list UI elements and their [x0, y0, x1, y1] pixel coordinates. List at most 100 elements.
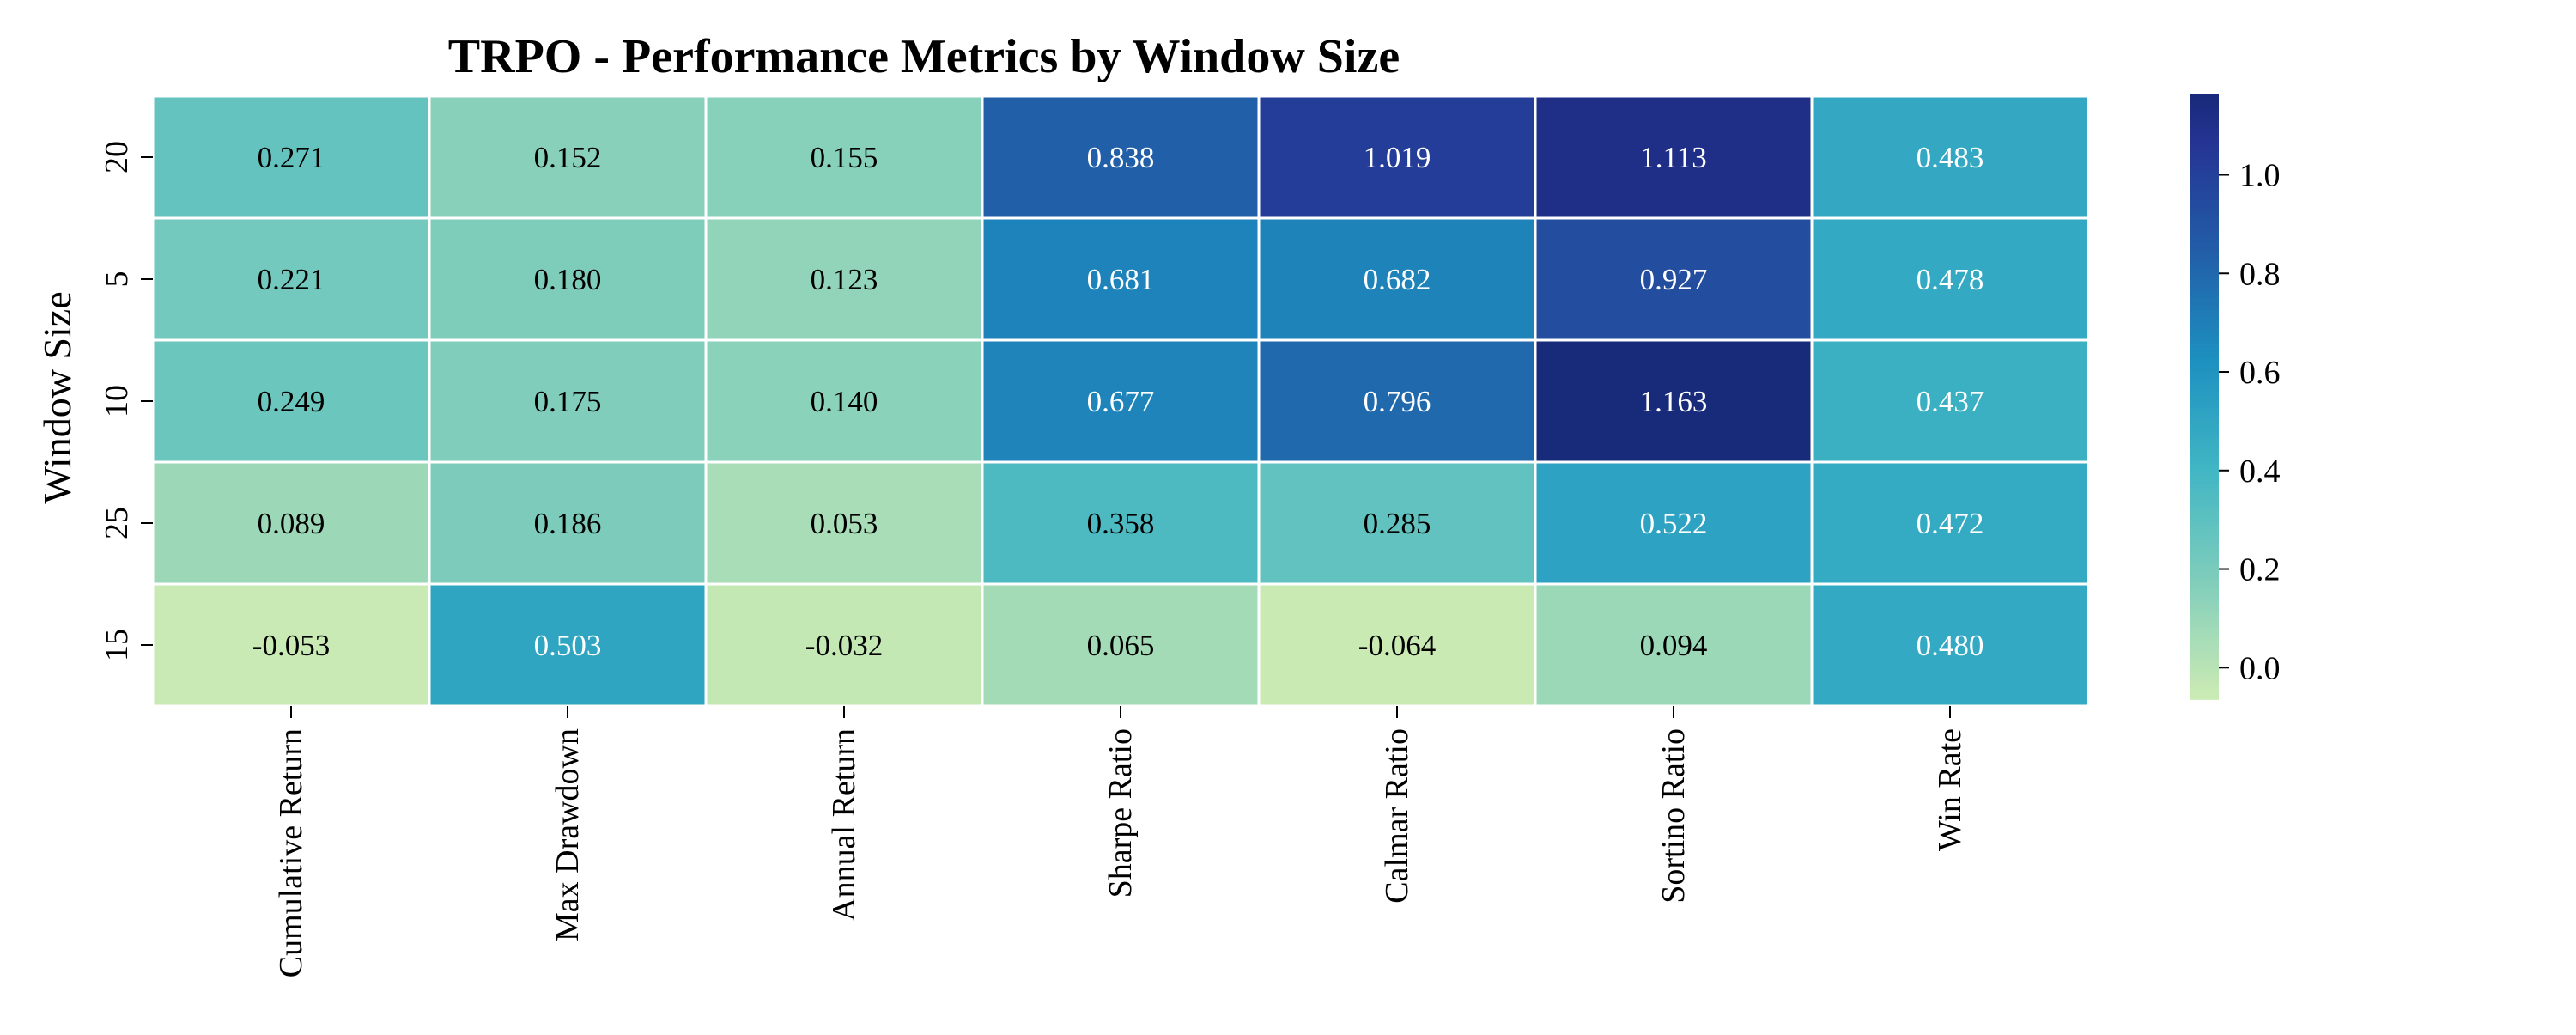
- colorbar-segment: [2190, 419, 2219, 424]
- colorbar-segment: [2190, 370, 2219, 375]
- heatmap-cell: [1810, 216, 2090, 342]
- cell-value-label: 0.503: [534, 629, 602, 662]
- x-tick-label: Sortino Ratio: [1656, 728, 1692, 904]
- colorbar-segment: [2190, 174, 2219, 179]
- colorbar-segment: [2190, 298, 2219, 303]
- x-tick-label: Annual Return: [826, 728, 862, 922]
- colorbar-segment: [2190, 222, 2219, 228]
- colorbar-segment: [2190, 457, 2219, 462]
- colorbar-segment: [2190, 302, 2219, 307]
- colorbar-segment: [2190, 185, 2219, 190]
- cell-value-label: 0.682: [1364, 263, 1431, 296]
- y-tick-label: 5: [99, 271, 135, 288]
- colorbar-segment: [2190, 619, 2219, 624]
- colorbar-segment: [2190, 98, 2219, 103]
- colorbar-segment: [2190, 665, 2219, 670]
- cell-value-label: -0.053: [252, 629, 330, 662]
- colorbar-segment: [2190, 276, 2219, 281]
- colorbar-segment: [2190, 246, 2219, 251]
- colorbar-segment: [2190, 687, 2219, 692]
- colorbar-segment: [2190, 567, 2219, 572]
- colorbar-segment: [2190, 139, 2219, 144]
- cell-value-label: 0.053: [811, 507, 878, 540]
- colorbar-segment: [2190, 673, 2219, 678]
- heatmap-cell-labels: 0.271 0.152 0.155 0.838 1.019 1.113 0.483 0.221…: [252, 141, 1984, 662]
- colorbar-segment: [2190, 570, 2219, 575]
- cell-value-label: 0.927: [1640, 263, 1708, 296]
- colorbar-segment: [2190, 336, 2219, 341]
- colorbar-segment: [2190, 94, 2219, 100]
- colorbar-segment: [2190, 234, 2219, 239]
- heatmap-cell: [704, 338, 984, 464]
- heatmap-cell: [981, 94, 1261, 220]
- colorbar-segment: [2190, 649, 2219, 654]
- colorbar-segment: [2190, 230, 2219, 235]
- colorbar-segment: [2190, 265, 2219, 270]
- colorbar-segment: [2190, 551, 2219, 557]
- colorbar-segment: [2190, 624, 2219, 629]
- colorbar-segment: [2190, 125, 2219, 130]
- colorbar-segment: [2190, 283, 2219, 289]
- colorbar-segment: [2190, 495, 2219, 500]
- colorbar-segment: [2190, 635, 2219, 640]
- heatmap-cell: [428, 338, 708, 464]
- colorbar-segment: [2190, 147, 2219, 152]
- colorbar-segment: [2190, 605, 2219, 610]
- colorbar-segment: [2190, 668, 2219, 673]
- heatmap-cell: [1534, 94, 1814, 220]
- heatmap-cell: [151, 582, 431, 708]
- colorbar-segment: [2190, 321, 2219, 326]
- y-axis-label: Window Size: [35, 291, 79, 503]
- x-tick-label: Sharpe Ratio: [1103, 728, 1139, 898]
- colorbar-segment: [2190, 189, 2219, 194]
- x-tick-label: Win Rate: [1932, 728, 1968, 851]
- colorbar-segment: [2190, 397, 2219, 402]
- colorbar-segment: [2190, 684, 2219, 689]
- cell-value-label: 0.472: [1917, 507, 1984, 540]
- colorbar-segment: [2190, 597, 2219, 602]
- colorbar-segment: [2190, 578, 2219, 583]
- heatmap-cell: [151, 460, 431, 586]
- colorbar-segment: [2190, 616, 2219, 621]
- colorbar-segment: [2190, 393, 2219, 398]
- colorbar-segment: [2190, 158, 2219, 163]
- heatmap-cell: [428, 460, 708, 586]
- colorbar-segment: [2190, 654, 2219, 659]
- cell-value-label: 0.186: [534, 507, 602, 540]
- colorbar-segment: [2190, 454, 2219, 459]
- heatmap-cell: [1810, 460, 2090, 586]
- colorbar-segment: [2190, 593, 2219, 598]
- colorbar-segment: [2190, 328, 2219, 333]
- x-axis-ticks: Cumulative Return Max Drawdown Annual Retu…: [273, 706, 1968, 977]
- colorbar-segment: [2190, 155, 2219, 160]
- colorbar-segment: [2190, 208, 2219, 213]
- colorbar-segment: [2190, 491, 2219, 496]
- cell-value-label: 0.522: [1640, 507, 1708, 540]
- colorbar-segment: [2190, 600, 2219, 606]
- colorbar-tick-label: 0.6: [2239, 355, 2281, 391]
- cell-value-label: 0.180: [534, 263, 602, 296]
- cell-value-label: 0.271: [258, 141, 325, 174]
- heatmap-cell: [1534, 460, 1814, 586]
- colorbar-segment: [2190, 340, 2219, 345]
- colorbar-segment: [2190, 416, 2219, 421]
- heatmap-cell: [1810, 338, 2090, 464]
- colorbar-segment: [2190, 521, 2219, 527]
- cell-value-label: 1.019: [1364, 141, 1431, 174]
- colorbar-tick-label: 1.0: [2239, 158, 2281, 194]
- colorbar-segment: [2190, 676, 2219, 681]
- colorbar-segment: [2190, 510, 2219, 515]
- colorbar-segment: [2190, 465, 2219, 470]
- colorbar-segment: [2190, 362, 2219, 368]
- colorbar-segment: [2190, 227, 2219, 232]
- colorbar-segment: [2190, 162, 2219, 167]
- cell-value-label: 0.478: [1917, 263, 1984, 296]
- chart-title: TRPO - Performance Metrics by Window Siz…: [448, 30, 1400, 83]
- cell-value-label: 0.681: [1087, 263, 1155, 296]
- colorbar-segment: [2190, 411, 2219, 417]
- colorbar-segment: [2190, 400, 2219, 405]
- colorbar-segment: [2190, 517, 2219, 522]
- colorbar-segment: [2190, 472, 2219, 478]
- y-tick-label: 20: [99, 141, 135, 174]
